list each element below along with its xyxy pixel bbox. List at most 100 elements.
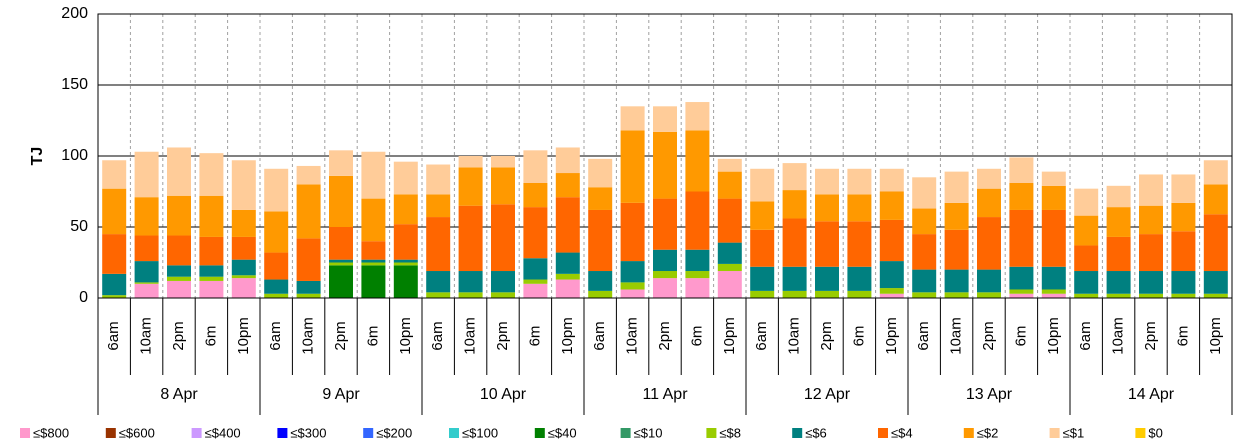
bar-segment [523,150,548,183]
bar-segment [555,279,580,298]
bar-segment [1139,293,1163,298]
legend-swatch [792,428,803,438]
bar-segment [426,271,451,293]
bar-segment [167,265,191,277]
bar-segment [491,204,515,272]
bar-segment [523,182,548,208]
bar-segment [944,269,969,293]
bar-segment [847,221,872,267]
bar-segment [912,177,937,209]
y-tick-label: 0 [79,289,88,306]
bar-segment [264,252,289,280]
bar-segment [588,158,613,188]
legend-label: ≤$8 [719,425,741,440]
group-label: 13 Apr [966,386,1013,403]
group-label: 11 Apr [642,386,688,403]
bar-segment [361,259,386,263]
bar-segment [717,263,742,272]
bar-segment [361,151,386,199]
legend-swatch [963,428,974,438]
bar-segment [977,188,1001,218]
bar-segment [912,234,937,270]
bar-segment [167,147,191,196]
bar-segment [653,106,677,132]
bar-segment [458,167,483,206]
bar-segment [879,168,904,192]
x-tick-label: 2pm [980,321,997,350]
legend-swatch [878,428,888,438]
bar-segment [458,271,483,293]
bar-segment [977,292,1001,298]
bar-segment [750,290,775,298]
bar-segment [879,293,904,298]
x-tick-label: 10am [624,317,641,355]
bar-segment [1074,271,1099,294]
bar-segment [1106,185,1131,208]
bar-segment [815,168,839,195]
bar-segment [264,211,289,253]
bar-segment [620,261,645,283]
bar-segment [1203,184,1228,215]
bar-segment [296,165,321,185]
bar-segment [944,292,969,298]
group-label: 8 Apr [160,386,198,403]
bar-segment [717,158,742,172]
bar-segment [361,241,386,260]
bar-segment [264,293,289,298]
bar-segment [134,261,159,283]
x-tick-label: 6m [526,326,543,347]
bar-segment [944,202,969,230]
bar-segment [1171,202,1196,232]
x-tick-label: 6m [850,326,867,347]
bar-segment [426,164,451,195]
bar-segment [393,224,418,260]
x-tick-label: 6am [753,321,770,350]
bar-segment [653,278,677,298]
bar-segment [717,242,742,264]
bar-segment [1041,289,1066,294]
bar-segment [523,258,548,280]
bar-segment [1106,293,1131,298]
bar-segment [361,198,386,242]
bar-segment [1171,231,1196,272]
legend-swatch [191,428,202,438]
bar-segment [879,191,904,220]
x-tick-label: 10pm [559,317,576,355]
bar-segment [167,280,191,298]
bar-segment [815,194,839,222]
bar-segment [685,249,710,272]
bar-segment [264,279,289,294]
legend-swatch [449,428,459,438]
bar-segment [750,266,775,291]
x-tick-label: 10pm [1045,317,1062,355]
bar-segment [1041,171,1066,186]
bar-segment [231,236,256,260]
bar-segment [1203,160,1228,185]
y-tick-label: 50 [70,218,88,235]
bar-segment [296,280,321,294]
bar-segment [879,288,904,294]
x-tick-label: 2pm [1142,321,1159,350]
x-tick-label: 6am [105,321,122,350]
bar-segment [426,194,451,218]
bar-segment [555,273,580,280]
legend-label: ≤$200 [376,425,412,440]
bar-segment [134,197,159,236]
x-tick-label: 10pm [235,317,252,355]
bar-segment [977,217,1001,270]
x-tick-label: 6am [267,321,284,350]
group-label: 10 Apr [480,386,527,403]
bar-segment [847,194,872,222]
bar-segment [555,197,580,253]
bar-segment [1074,215,1099,246]
bar-segment [231,278,256,298]
bar-segment [199,236,224,266]
bar-segment [1009,209,1034,267]
bar-segment [102,188,127,235]
legend-label: ≤$2 [977,425,999,440]
bar-segment [815,266,839,291]
x-tick-label: 10am [138,317,155,355]
legend-label: ≤$4 [891,425,913,440]
bar-segment [620,106,645,131]
bar-segment [329,262,353,266]
